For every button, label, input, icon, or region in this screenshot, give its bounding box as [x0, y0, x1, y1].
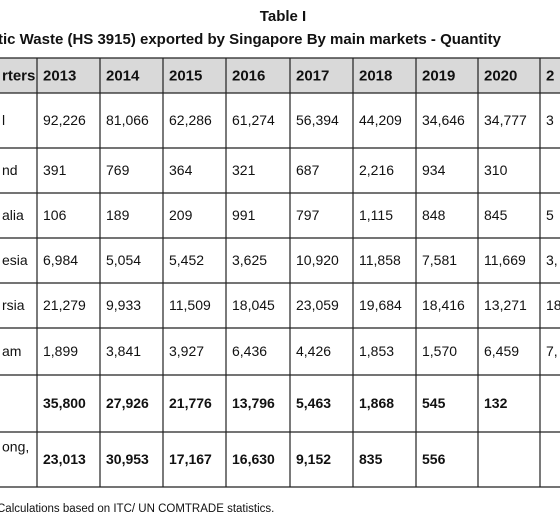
table-cell: 5,463	[296, 395, 331, 411]
footnote: Calculations based on ITC/ UN COMTRADE s…	[0, 503, 274, 515]
table-cell: 848	[422, 207, 446, 223]
table-cell: 835	[359, 451, 383, 467]
column-header: 2	[546, 67, 554, 84]
table-cell: 34,646	[422, 112, 465, 128]
table-cell: 3,927	[169, 343, 204, 359]
table-cell: 18,416	[422, 297, 465, 313]
table-cell: 1,868	[359, 395, 394, 411]
row-label: esia	[2, 252, 28, 268]
column-header: 2013	[43, 67, 76, 84]
table-cell: 6,436	[232, 343, 267, 359]
table-cell: 61,274	[232, 112, 275, 128]
column-header: 2017	[296, 67, 329, 84]
table-cell: 30,953	[106, 451, 149, 467]
table-cell: 81,066	[106, 112, 149, 128]
table-cell: 364	[169, 162, 193, 178]
header-background	[0, 58, 560, 93]
table-cell: 9,933	[106, 297, 141, 313]
table-cell: 310	[484, 162, 508, 178]
table-cell: 7,581	[422, 252, 457, 268]
table-cell: 17,167	[169, 451, 212, 467]
table-cell: 3,841	[106, 343, 141, 359]
row-label: rsia	[2, 297, 25, 313]
table-cell: 62,286	[169, 112, 212, 128]
table-cell: 18,045	[232, 297, 275, 313]
row-label: am	[2, 343, 21, 359]
table-cell: 189	[106, 207, 130, 223]
table-cell: 21,279	[43, 297, 86, 313]
table-cell: 991	[232, 207, 256, 223]
table-cell: 34,777	[484, 112, 527, 128]
table-cell: 6,459	[484, 343, 519, 359]
row-label: l	[2, 112, 5, 128]
table-cell: 209	[169, 207, 193, 223]
column-header: 2015	[169, 67, 202, 84]
row-label: ong,	[2, 439, 29, 455]
table-cell: 11,669	[484, 252, 526, 268]
table-subtitle: tic Waste (HS 3915) exported by Singapor…	[0, 31, 502, 48]
table-cell: 9,152	[296, 451, 331, 467]
column-header: 2014	[106, 67, 140, 84]
table-cell: 11,858	[359, 252, 401, 268]
table-cell: 797	[296, 207, 320, 223]
table-cell: 321	[232, 162, 256, 178]
table-cell: 687	[296, 162, 320, 178]
table-cell: 11,509	[169, 297, 211, 313]
table-cell: 3,625	[232, 252, 267, 268]
table-cell: 934	[422, 162, 446, 178]
column-header: 2016	[232, 67, 265, 84]
table-cell: 1,115	[359, 207, 393, 223]
table-cell: 13,796	[232, 395, 275, 411]
column-header: 2020	[484, 67, 517, 84]
table-cell: 10,920	[296, 252, 339, 268]
table-cell: 56,394	[296, 112, 339, 128]
table-cell: 13,271	[484, 297, 527, 313]
table-cell: 21,776	[169, 395, 212, 411]
table-cell: 44,209	[359, 112, 402, 128]
table-cell: 3	[546, 112, 554, 128]
table-cell: 2,216	[359, 162, 394, 178]
table-cell: 4,426	[296, 343, 331, 359]
column-header: rters	[2, 67, 35, 84]
table-cell: 391	[43, 162, 67, 178]
table-cell: 1,570	[422, 343, 457, 359]
table-cell: 1,853	[359, 343, 394, 359]
table-title: Table I	[260, 8, 306, 25]
table-cell: 6,984	[43, 252, 78, 268]
table-cell: 1,899	[43, 343, 78, 359]
table-cell: 545	[422, 395, 446, 411]
column-header: 2018	[359, 67, 392, 84]
table-cell: 106	[43, 207, 67, 223]
table-cell: 769	[106, 162, 130, 178]
row-label: nd	[2, 162, 18, 178]
table-cell: 556	[422, 451, 446, 467]
table-cell: 5	[546, 207, 554, 223]
table-cell: 3,	[546, 252, 558, 268]
table-cell: 19,684	[359, 297, 402, 313]
table-cell: 27,926	[106, 395, 149, 411]
table-cell: 16,630	[232, 451, 275, 467]
table-cell: 23,013	[43, 451, 86, 467]
table-cell: 5,054	[106, 252, 141, 268]
table-cell: 5,452	[169, 252, 204, 268]
table-cell: 23,059	[296, 297, 339, 313]
row-label: alia	[2, 207, 24, 223]
column-header: 2019	[422, 67, 455, 84]
table-cell: 18	[546, 297, 560, 313]
table-cell: 7,	[546, 343, 558, 359]
table-cell: 845	[484, 207, 508, 223]
table-cell: 92,226	[43, 112, 86, 128]
table-cell: 35,800	[43, 395, 86, 411]
table-cell: 132	[484, 395, 508, 411]
